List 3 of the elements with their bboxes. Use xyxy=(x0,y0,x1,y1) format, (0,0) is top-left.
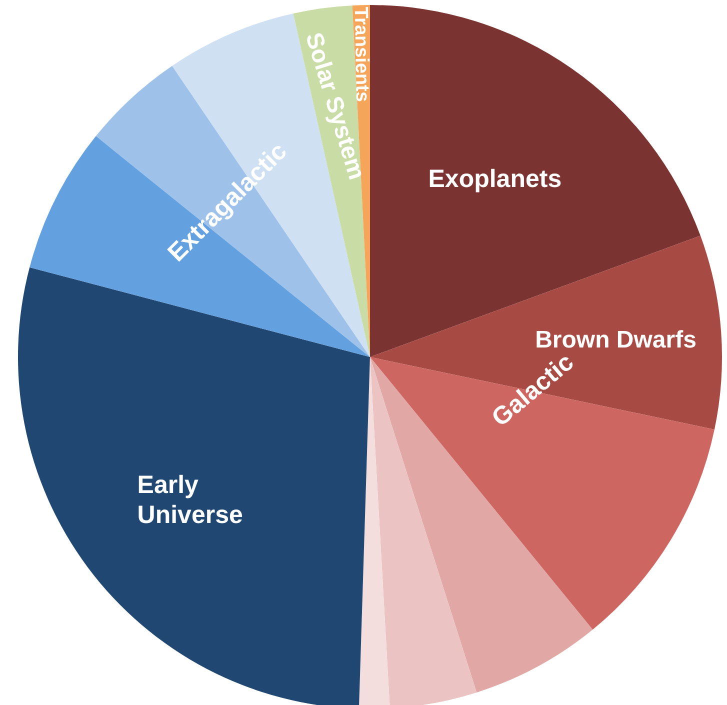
slice-label: Exoplanets xyxy=(428,164,562,193)
slice-label: Brown Dwarfs xyxy=(535,326,696,354)
slice-label: Early Universe xyxy=(137,470,243,529)
